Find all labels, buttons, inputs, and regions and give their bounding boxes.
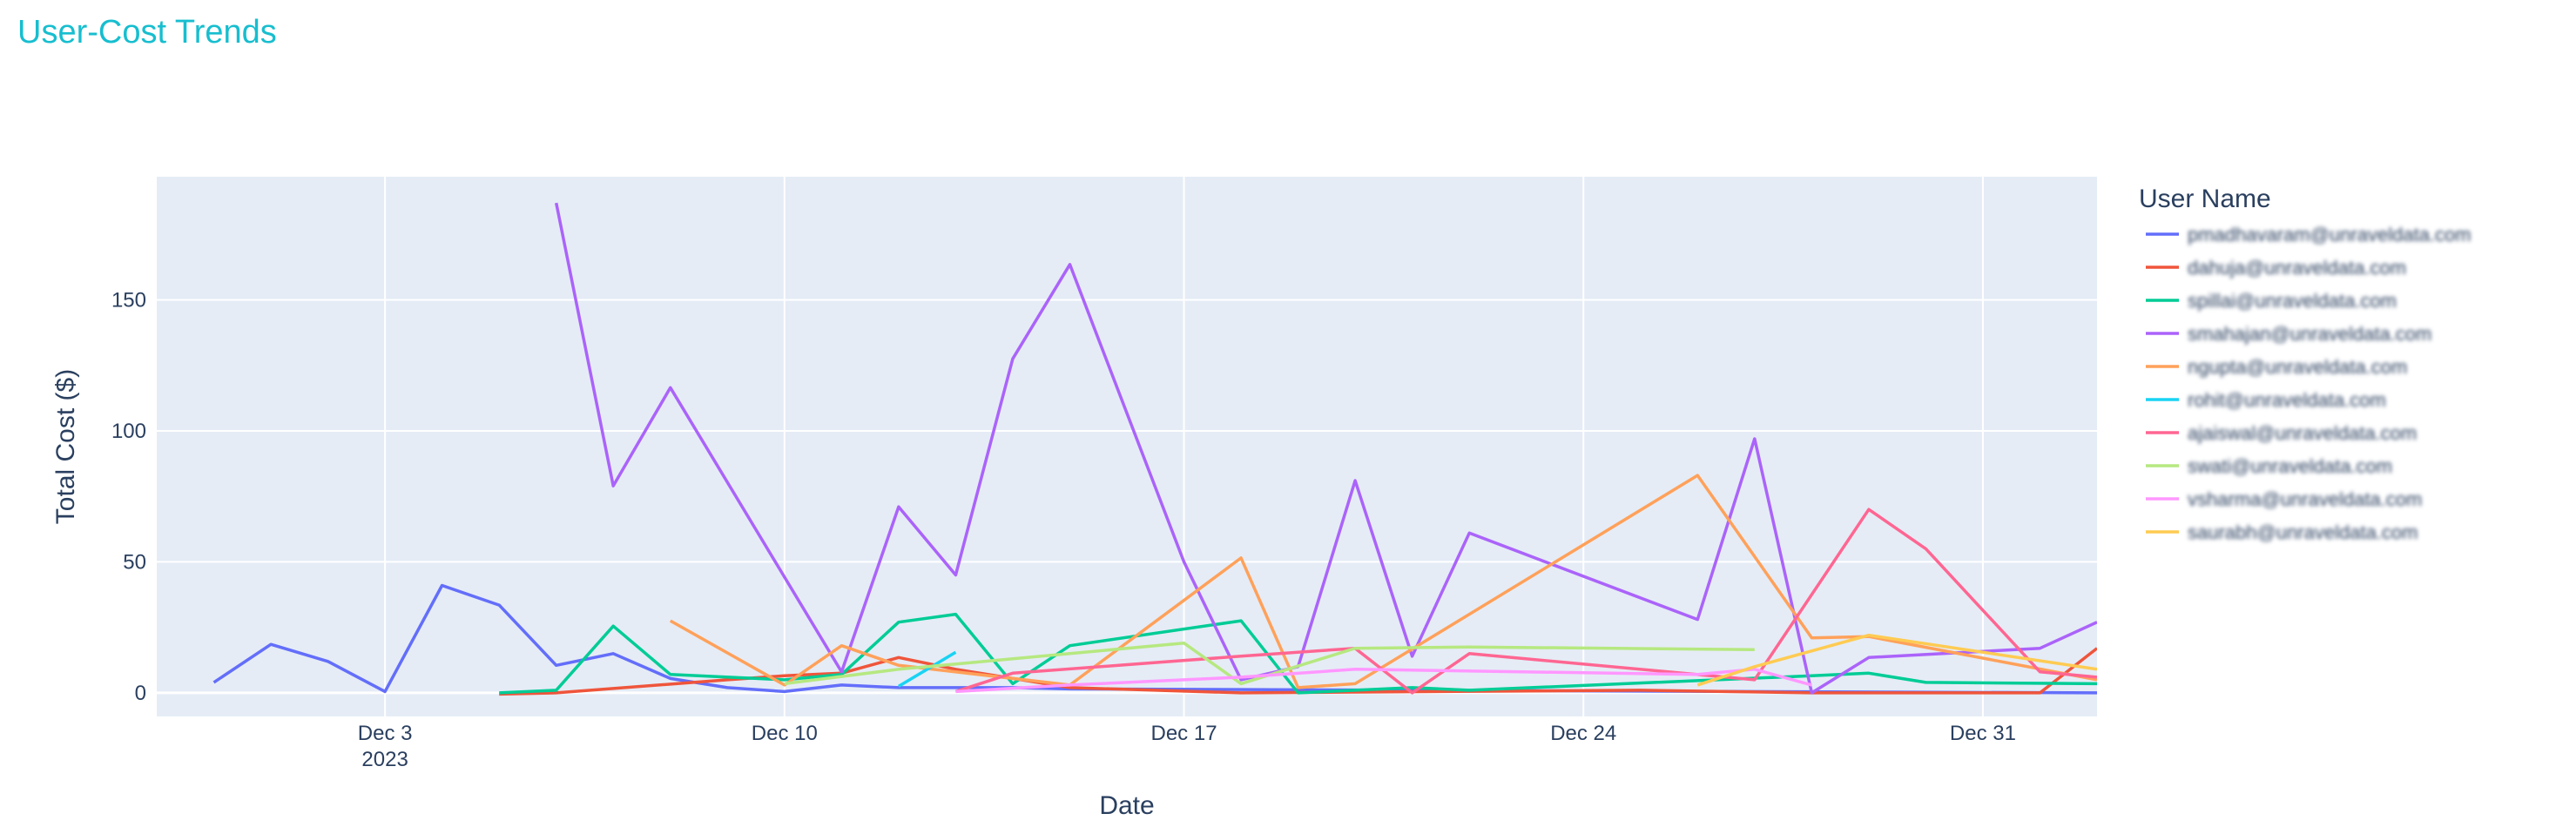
legend-item[interactable]: rohit@unraveldata.com [2146,389,2386,411]
x-tick-label: Dec 31 [1950,722,2016,745]
plot-area [157,177,2097,716]
legend-item[interactable]: saurabh@unraveldata.com [2146,521,2418,543]
legend-item[interactable]: smahajan@unraveldata.com [2146,323,2431,345]
legend-item[interactable]: swati@unraveldata.com [2146,455,2392,477]
series-lines [212,202,2097,696]
x-axis-ticks: Dec 3 2023 Dec 10 Dec 17 Dec 24 Dec 31 [358,722,2016,771]
series-line [212,583,2097,695]
legend-label: vsharma@unraveldata.com [2188,488,2422,510]
x-tick-label: Dec 10 [752,722,818,745]
series-line [898,650,957,688]
legend-label: pmadhavaram@unraveldata.com [2188,224,2471,245]
legend-label: ngupta@unraveldata.com [2188,356,2407,378]
legend-title: User Name [2139,185,2271,213]
legend-label: smahajan@unraveldata.com [2188,323,2431,345]
x-tick-sublabel: 2023 [361,748,408,771]
legend-label: swati@unraveldata.com [2188,455,2392,477]
x-tick-label: Dec 3 [358,722,413,745]
chart-title: User-Cost Trends [17,14,277,50]
x-tick-label: Dec 24 [1550,722,1616,745]
y-tick-label: 0 [135,682,146,705]
x-tick-label: Dec 17 [1151,722,1217,745]
y-tick-label: 100 [111,420,146,443]
y-tick-label: 150 [111,288,146,312]
legend: pmadhavaram@unraveldata.com dahuja@unrave… [2146,224,2471,543]
series-line [1696,633,2097,687]
legend-item[interactable]: ngupta@unraveldata.com [2146,356,2407,378]
series-line [955,668,1812,694]
series-line [554,202,2097,695]
series-line [954,508,2097,695]
y-axis-ticks: 0 50 100 150 [111,288,146,704]
legend-label: dahuja@unraveldata.com [2188,257,2406,279]
legend-item[interactable]: ajaiswal@unraveldata.com [2146,422,2417,444]
legend-item[interactable]: dahuja@unraveldata.com [2146,257,2406,279]
y-axis-title: Total Cost ($) [51,369,80,524]
y-tick-label: 50 [123,550,146,574]
legend-item[interactable]: pmadhavaram@unraveldata.com [2146,224,2471,245]
legend-item[interactable]: vsharma@unraveldata.com [2146,488,2422,510]
series-line [784,641,1755,686]
legend-label: ajaiswal@unraveldata.com [2188,422,2417,444]
legend-item[interactable]: spillai@unraveldata.com [2146,290,2397,312]
series-line [499,612,2097,695]
x-axis-title: Date [1099,791,1154,820]
series-line [669,474,2097,689]
legend-label: spillai@unraveldata.com [2188,290,2397,312]
legend-label: saurabh@unraveldata.com [2188,521,2418,543]
legend-label: rohit@unraveldata.com [2188,389,2386,411]
